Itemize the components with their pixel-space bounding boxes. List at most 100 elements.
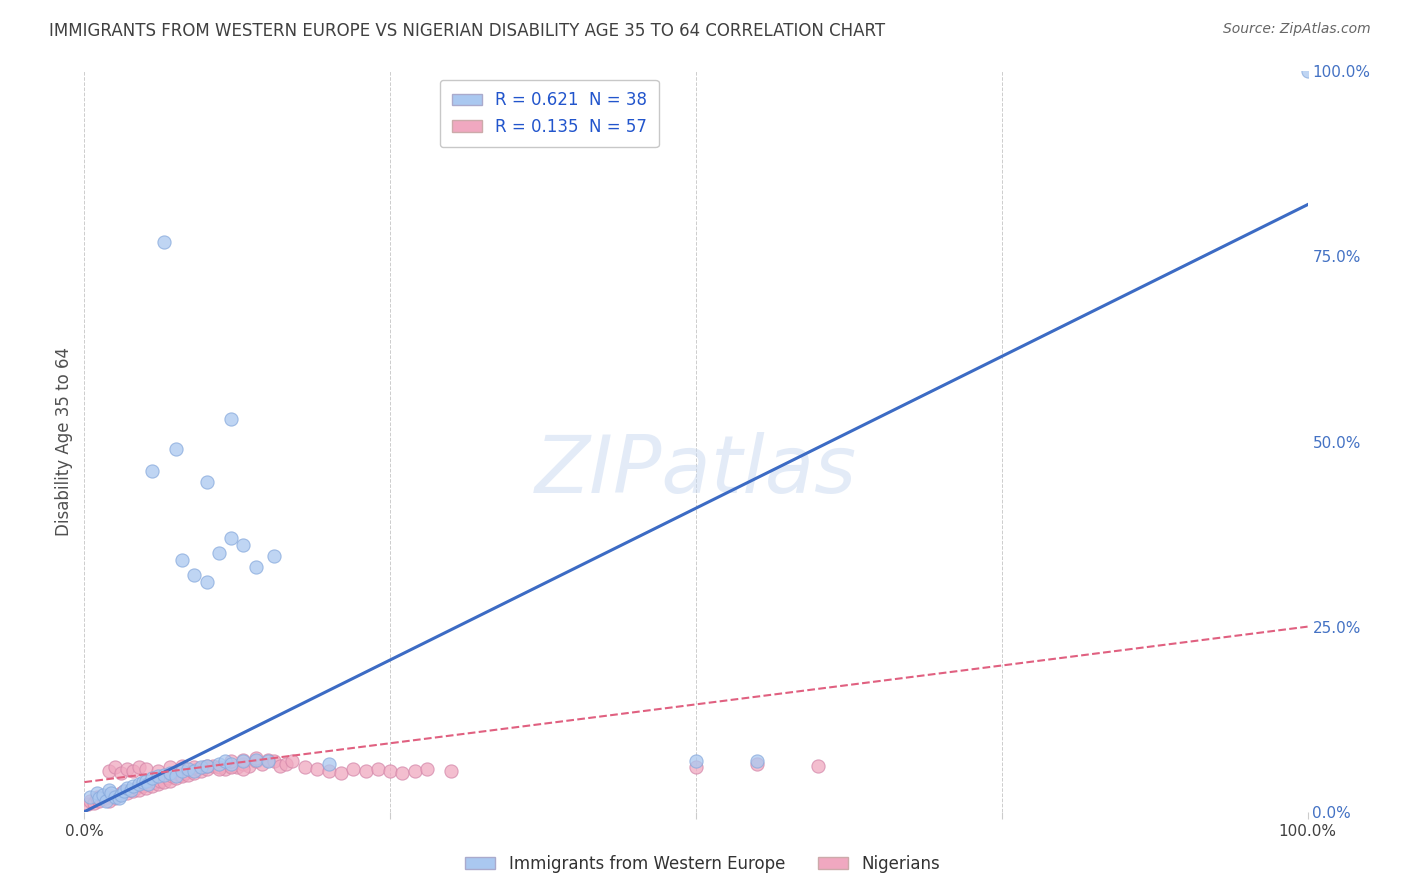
- Point: [135, 773, 157, 788]
- Point: [128, 776, 150, 790]
- Point: [112, 784, 135, 798]
- Point: [186, 762, 208, 776]
- Point: [141, 779, 163, 793]
- Point: [162, 769, 184, 783]
- Point: [245, 751, 267, 765]
- Point: [195, 762, 218, 776]
- Point: [146, 769, 169, 783]
- Point: [367, 762, 389, 776]
- Point: [97, 789, 120, 803]
- Point: [219, 759, 242, 773]
- Point: [269, 759, 291, 773]
- Point: [195, 759, 218, 773]
- Point: [208, 756, 231, 771]
- Point: [172, 759, 194, 773]
- Point: [257, 753, 280, 767]
- Point: [318, 764, 340, 778]
- Point: [97, 794, 120, 808]
- Point: [86, 786, 108, 800]
- Point: [281, 755, 304, 769]
- Point: [91, 789, 114, 804]
- Point: [318, 756, 340, 771]
- Text: Source: ZipAtlas.com: Source: ZipAtlas.com: [1223, 22, 1371, 37]
- Point: [183, 764, 205, 778]
- Text: IMMIGRANTS FROM WESTERN EUROPE VS NIGERIAN DISABILITY AGE 35 TO 64 CORRELATION C: IMMIGRANTS FROM WESTERN EUROPE VS NIGERI…: [49, 22, 886, 40]
- Point: [165, 772, 187, 786]
- Point: [305, 762, 328, 776]
- Point: [146, 776, 169, 790]
- Point: [257, 755, 280, 769]
- Point: [201, 759, 224, 773]
- Point: [172, 769, 194, 783]
- Point: [115, 780, 138, 795]
- Point: [276, 756, 298, 771]
- Point: [245, 753, 267, 767]
- Point: [91, 791, 114, 805]
- Point: [685, 760, 707, 774]
- Legend: Immigrants from Western Europe, Nigerians: Immigrants from Western Europe, Nigerian…: [458, 848, 948, 880]
- Point: [232, 756, 254, 771]
- Point: [232, 538, 254, 552]
- Point: [183, 567, 205, 582]
- Point: [404, 764, 426, 778]
- Point: [214, 762, 236, 776]
- Point: [120, 782, 142, 797]
- Point: [132, 775, 155, 789]
- Point: [96, 794, 118, 808]
- Point: [391, 766, 413, 780]
- Point: [172, 764, 194, 778]
- Point: [122, 779, 145, 793]
- Point: [153, 235, 176, 249]
- Point: [120, 782, 142, 797]
- Point: [330, 766, 353, 780]
- Point: [250, 756, 273, 771]
- Point: [807, 759, 830, 773]
- Point: [100, 789, 122, 804]
- Point: [115, 762, 138, 776]
- Point: [183, 760, 205, 774]
- Point: [219, 760, 242, 774]
- Point: [193, 760, 215, 774]
- Point: [77, 797, 100, 812]
- Point: [219, 755, 242, 769]
- Point: [112, 784, 135, 798]
- Point: [87, 791, 110, 805]
- Point: [245, 755, 267, 769]
- Point: [149, 773, 172, 788]
- Point: [128, 782, 150, 797]
- Point: [97, 782, 120, 797]
- Point: [294, 760, 316, 774]
- Point: [96, 791, 118, 805]
- Point: [159, 760, 181, 774]
- Point: [135, 780, 157, 795]
- Point: [122, 784, 145, 798]
- Point: [190, 760, 212, 774]
- Point: [380, 764, 402, 778]
- Point: [125, 780, 148, 795]
- Legend: R = 0.621  N = 38, R = 0.135  N = 57: R = 0.621 N = 38, R = 0.135 N = 57: [440, 79, 658, 147]
- Y-axis label: Disability Age 35 to 64: Disability Age 35 to 64: [55, 347, 73, 536]
- Point: [232, 753, 254, 767]
- Point: [159, 773, 181, 788]
- Point: [115, 786, 138, 800]
- Point: [245, 560, 267, 574]
- Point: [110, 789, 132, 803]
- Point: [747, 755, 769, 769]
- Point: [195, 759, 218, 773]
- Point: [83, 796, 105, 810]
- Point: [110, 786, 132, 800]
- Point: [263, 549, 285, 564]
- Point: [86, 791, 108, 805]
- Point: [136, 776, 159, 790]
- Point: [440, 764, 463, 778]
- Point: [342, 762, 364, 776]
- Point: [208, 762, 231, 776]
- Point: [232, 755, 254, 769]
- Point: [195, 475, 218, 490]
- Point: [159, 766, 181, 780]
- Point: [208, 546, 231, 560]
- Point: [263, 755, 285, 769]
- Point: [141, 772, 163, 786]
- Point: [87, 794, 110, 808]
- Point: [181, 764, 204, 778]
